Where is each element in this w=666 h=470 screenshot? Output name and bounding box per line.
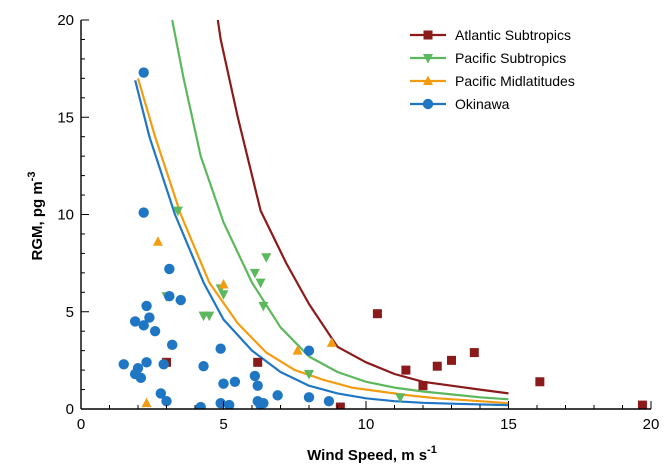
- data-point-series-3: [164, 290, 175, 302]
- data-point-series-0: [637, 400, 647, 409]
- data-point-series-3: [167, 339, 178, 351]
- data-point-series-2: [141, 397, 152, 408]
- plot-area: [118, 19, 647, 409]
- x-tick-label: 5: [219, 416, 227, 433]
- y-tick-label: 0: [66, 401, 74, 418]
- data-point-series-0: [432, 361, 442, 371]
- data-point-series-0: [469, 348, 479, 358]
- data-point-series-3: [149, 326, 161, 337]
- data-point-series-3: [141, 357, 152, 368]
- legend-label-2: Pacific Midlatitudes: [455, 73, 575, 89]
- data-point-series-3: [258, 397, 269, 409]
- data-point-series-0: [535, 377, 545, 387]
- data-point-series-3: [303, 392, 315, 403]
- data-point-series-1: [172, 206, 183, 217]
- data-point-series-3: [323, 396, 335, 407]
- data-point-series-1: [261, 253, 272, 263]
- data-point-series-1: [218, 290, 229, 300]
- data-point-series-3: [138, 207, 149, 218]
- data-point-series-0: [335, 402, 345, 409]
- legend-marker-0: [423, 30, 433, 40]
- data-point-series-3: [161, 396, 172, 407]
- legend-marker-1: [423, 54, 433, 64]
- data-point-series-3: [198, 361, 209, 372]
- data-point-series-1: [304, 369, 314, 380]
- data-point-series-3: [252, 380, 263, 391]
- data-point-series-3: [155, 388, 166, 399]
- data-point-series-3: [224, 399, 235, 409]
- data-point-series-2: [152, 236, 163, 246]
- data-point-series-3: [229, 376, 241, 387]
- data-point-series-1: [249, 268, 260, 279]
- legend-marker-2: [423, 75, 433, 85]
- x-tick-label: 10: [358, 416, 375, 433]
- axes: 0 5 10 15 20 0 5 10 15 20: [57, 12, 659, 433]
- data-point-series-3: [215, 343, 226, 354]
- data-point-series-3: [118, 359, 129, 370]
- data-point-series-3: [138, 67, 149, 78]
- y-tick-label: 15: [57, 109, 74, 126]
- x-tick-label: 20: [643, 416, 660, 433]
- y-tick-label: 5: [66, 304, 74, 321]
- x-tick-label: 15: [500, 416, 517, 433]
- y-axis-title: RGM, pg m-3: [26, 172, 46, 261]
- data-point-series-2: [326, 337, 337, 347]
- data-point-series-3: [303, 345, 315, 356]
- data-point-series-2: [218, 279, 229, 289]
- data-point-series-3: [175, 294, 186, 306]
- data-point-series-3: [129, 316, 141, 327]
- data-point-series-1: [395, 393, 406, 403]
- data-point-series-0: [418, 381, 428, 391]
- data-point-series-3: [141, 300, 152, 312]
- legend-label-1: Pacific Subtropics: [455, 50, 566, 66]
- data-point-series-3: [218, 378, 229, 389]
- y-tick-label: 20: [57, 12, 74, 29]
- data-point-series-1: [258, 301, 269, 312]
- data-point-series-3: [138, 320, 149, 331]
- data-point-series-3: [272, 390, 283, 401]
- data-point-series-3: [135, 372, 147, 384]
- data-point-series-3: [158, 359, 169, 370]
- series-line-3: [134, 80, 509, 407]
- legend-label-3: Okinawa: [455, 96, 510, 112]
- data-point-series-3: [164, 263, 175, 275]
- data-point-series-1: [204, 311, 215, 322]
- legend: Atlantic Subtropics Pacific Subtropics Pac…: [410, 27, 575, 112]
- data-point-series-3: [249, 370, 261, 382]
- data-point-series-2: [292, 345, 303, 355]
- legend-label-0: Atlantic Subtropics: [455, 27, 571, 43]
- legend-marker-3: [422, 98, 434, 110]
- data-point-series-0: [401, 365, 411, 375]
- series-line-1: [171, 19, 509, 401]
- data-point-series-3: [195, 401, 206, 409]
- data-point-series-1: [255, 278, 266, 289]
- x-axis-title: Wind Speed, m s-1: [307, 444, 437, 464]
- data-point-series-0: [372, 309, 382, 319]
- data-point-series-0: [447, 355, 456, 365]
- data-point-series-0: [253, 357, 263, 367]
- x-tick-label: 0: [77, 416, 85, 433]
- series-line-0: [216, 19, 509, 395]
- y-tick-label: 10: [57, 207, 74, 224]
- data-point-series-3: [144, 312, 155, 323]
